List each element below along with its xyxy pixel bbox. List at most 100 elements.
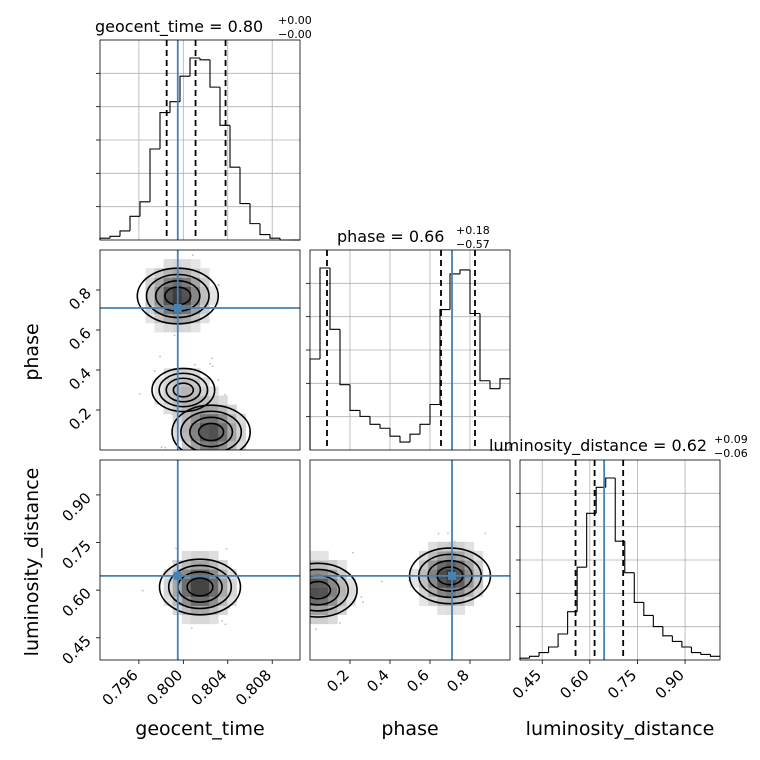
density-phase_vs_geocent_time [136,254,251,450]
density-cell [190,550,201,561]
density-cell [200,578,210,588]
density-cell [181,614,192,625]
density-cell [236,440,246,450]
density-cell [163,268,174,278]
hist-bar-luminosity_distance-17 [681,641,692,648]
density-cell [154,377,165,387]
xlabel-luminosity-distance: luminosity_distance [526,718,715,740]
contour-phase_vs_geocent_time-1-0 [197,422,225,442]
hist-bar-geocent_time-12 [219,87,230,126]
density-cell [181,377,192,387]
density-cell [154,322,165,333]
sample-point [141,589,144,592]
hist-bar-geocent_time-17 [269,234,280,239]
density-cell [455,605,466,616]
hist-bar-luminosity_distance-3 [548,646,559,653]
sample-point [339,622,341,624]
density-cell [163,596,174,606]
hist-bar-geocent_time-8 [179,75,190,102]
density-luminosity_distance_vs_phase [310,532,492,631]
density-cell [200,268,210,278]
contour-phase_vs_geocent_time-1-1 [188,416,234,448]
hist-bar-luminosity_distance-16 [671,635,682,642]
sample-point [224,394,227,396]
frame-geocent_time [99,39,301,241]
sample-point [153,370,156,373]
density-cell [310,560,320,570]
density-cell [455,596,466,606]
hist-bar-luminosity_distance-1 [528,655,540,659]
hist-bar-phase-5 [359,410,370,417]
density-cell [200,605,210,616]
hist-bar-luminosity_distance-20 [709,654,720,657]
density-cell [209,587,219,597]
density-cell [218,578,228,588]
density-cell [455,578,466,588]
sample-point [217,379,220,382]
sample-point [193,363,196,366]
density-cell [200,404,210,415]
density-cell [200,313,210,324]
sample-point [173,334,176,337]
density-cell [464,541,475,552]
hist-bar-geocent_time-1 [109,235,120,239]
density-cell [200,386,210,396]
density-cell [319,550,329,561]
sample-point [361,601,364,604]
density-cell [163,569,174,579]
xlabel-phase: phase [381,718,438,740]
sample-point [191,254,194,256]
density-cell [209,431,219,442]
density-cell [145,277,156,287]
title-luminosity-distance-sub: −0.06 [714,447,748,460]
hist-bar-geocent_time-11 [209,59,220,88]
density-cell [154,277,165,287]
density-cell [200,295,210,306]
hist-bar-luminosity_distance-13 [643,602,654,616]
density-cell [163,286,174,296]
density-cell [190,605,201,616]
density-cell [200,569,210,579]
density-cell [428,569,438,579]
density-cell [328,569,338,579]
hist-panel-phase [306,249,511,451]
hist-bar-geocent_time-5 [149,148,160,202]
density-cell [455,541,466,552]
sample-point [159,355,161,358]
density-cell [310,578,320,588]
density-cell [154,395,165,406]
density-cell [227,596,237,606]
density-cell [190,277,201,287]
hist-bar-geocent_time-3 [129,215,140,231]
density-cell [437,560,447,570]
density-cell [200,560,210,570]
hist-bar-luminosity_distance-8 [595,486,606,514]
hist-bar-phase-1 [319,267,330,359]
density-cell [190,587,201,597]
density-cell [190,431,201,442]
density-cell [346,587,356,597]
density-cell [209,295,219,306]
density-cell [437,596,447,606]
sample-point [138,392,141,395]
density-cell [209,578,219,588]
hist-bar-geocent_time-10 [199,58,210,61]
density-cell [181,295,192,306]
density-cell [181,322,192,333]
density-cell [437,587,447,597]
sample-point [447,532,449,535]
density-cell [227,440,237,450]
hist-bar-phase-7 [379,424,390,429]
density-cell [190,368,201,378]
title-geocent-time: geocent_time = 0.80 [95,17,263,37]
sample-point [211,365,214,368]
xtick-label-luminosity_distance-1: 0.60 [556,666,592,702]
hist-bar-phase-0 [309,358,320,450]
hist-bar-luminosity_distance-9 [605,477,616,488]
xtick-label-geocent_time-0: 0.796 [99,666,142,709]
contour-phase_vs_geocent_time-2-3 [151,367,216,413]
density-cell [209,605,219,616]
hist-bar-geocent_time-9 [189,57,200,77]
ytick-label-phase-1: 0.4 [65,364,95,394]
density-cell [346,596,356,606]
